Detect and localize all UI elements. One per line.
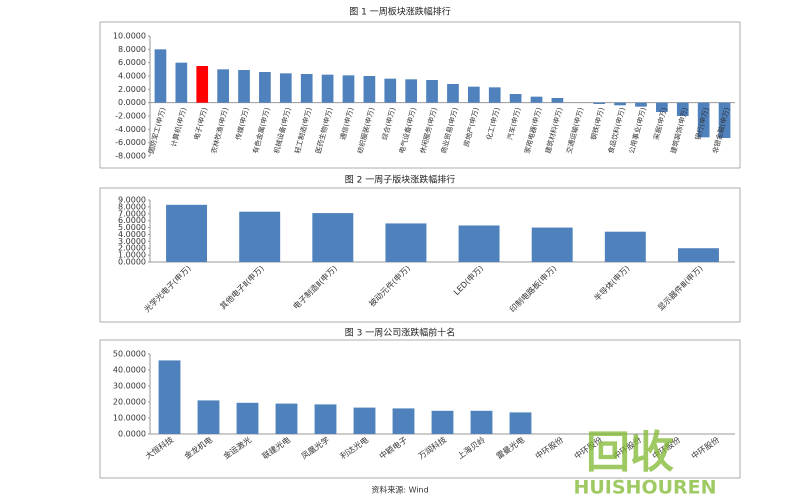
y-tick-label: 20.0000	[113, 398, 146, 407]
chart-title: 图 2 一周子版块涨跌幅排行	[345, 174, 455, 186]
bar	[677, 248, 719, 262]
y-tick-label: 2.0000	[118, 244, 146, 253]
chart: 图 1 一周板块涨跌幅排行 10.0000 8.0000 6.0000 4.0000 2.…	[99, 6, 741, 169]
y-tick-label: -4.0000	[115, 125, 146, 134]
bar	[217, 69, 229, 103]
y-tick-label: 7.0000	[118, 209, 146, 218]
bar	[236, 402, 259, 434]
charts: 图 1 一周板块涨跌幅排行 10.0000 8.0000 6.0000 4.0000 2.…	[99, 6, 741, 479]
y-tick-label: 30.0000	[113, 382, 146, 391]
bar	[300, 74, 313, 103]
bar	[470, 410, 493, 434]
y-tick-label: 50.0000	[113, 350, 146, 359]
bar	[676, 102, 689, 116]
bar	[342, 75, 355, 103]
bar	[426, 80, 438, 103]
bar	[384, 78, 397, 103]
y-tick-label: 9.0000	[118, 196, 146, 205]
bar	[312, 213, 354, 262]
y-tick-label: 8.0000	[118, 45, 146, 54]
y-tick-label: 40.0000	[113, 366, 146, 375]
bar	[614, 102, 626, 106]
y-tick-label: 0.0000	[118, 430, 146, 439]
bar	[239, 211, 281, 262]
y-tick-label: 10.0000	[113, 414, 146, 423]
bar	[158, 360, 181, 434]
bar	[238, 70, 250, 103]
y-tick-label: 2.0000	[118, 85, 146, 94]
bar	[392, 408, 415, 434]
bar	[175, 62, 188, 103]
bar	[321, 74, 334, 103]
bar	[656, 102, 668, 112]
bar	[431, 410, 454, 434]
chart: 图 2 一周子版块涨跌幅排行 9.00008.00007.00006.00005.…	[99, 174, 741, 323]
y-tick-label: 3.0000	[118, 237, 146, 246]
bar	[405, 79, 418, 103]
y-tick-label: 0.0000	[118, 98, 146, 107]
y-tick-label: 4.0000	[118, 72, 146, 81]
bar	[718, 102, 731, 138]
bar	[363, 76, 376, 103]
bar	[551, 98, 564, 103]
y-tick-label: 10.0000	[113, 32, 146, 41]
bar	[314, 404, 337, 434]
source: 资料来源: Wind	[371, 485, 428, 495]
y-tick-label: -2.0000	[115, 112, 146, 121]
bar	[154, 49, 167, 103]
bar	[197, 400, 220, 434]
y-tick-label: 8.0000	[118, 202, 146, 211]
watermark-text: HUISHOUREN	[573, 477, 716, 499]
bar	[531, 227, 573, 262]
bar	[259, 72, 271, 103]
y-tick-label: 6.0000	[118, 216, 146, 225]
bar	[458, 225, 500, 262]
bar	[353, 407, 376, 434]
y-tick-label: -6.0000	[115, 138, 146, 147]
y-tick-label: 0.0000	[118, 258, 146, 267]
y-tick-label: -8.0000	[115, 152, 146, 161]
bar	[385, 223, 427, 262]
chart-title: 图 3 一周公司涨跌幅前十名	[345, 327, 455, 339]
bar	[635, 102, 647, 107]
y-tick-label: 4.0000	[118, 230, 146, 239]
y-tick-label: 6.0000	[118, 58, 146, 67]
bar	[447, 84, 459, 103]
y-tick-label: 1.0000	[118, 251, 146, 260]
watermark-logo: 回收	[586, 427, 674, 478]
bar	[279, 73, 292, 103]
bar	[697, 102, 710, 138]
bar	[467, 86, 480, 103]
bar	[196, 66, 209, 103]
bar	[166, 204, 208, 262]
bar	[275, 403, 298, 434]
bar	[509, 94, 522, 103]
bar	[509, 412, 532, 434]
bar	[604, 231, 646, 262]
bar	[488, 87, 501, 103]
y-tick-label: 5.0000	[118, 223, 146, 232]
chart: 图 3 一周公司涨跌幅前十名 50.0000 40.0000 30.0000 20.00…	[99, 327, 741, 479]
bar	[593, 102, 606, 104]
bar	[530, 96, 543, 103]
chart-title: 图 1 一周板块涨跌幅排行	[349, 6, 450, 18]
